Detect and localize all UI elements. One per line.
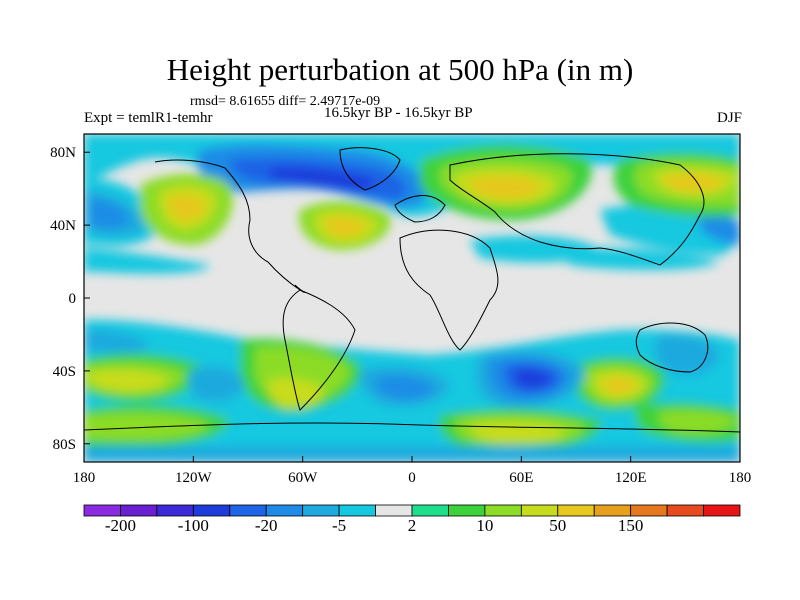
longitude-axis: 180 120W 60W 0 60E 120E 180: [73, 456, 752, 486]
colorbar-swatch: [120, 504, 158, 517]
field-region: [169, 194, 205, 221]
colorbar-swatch: [666, 504, 704, 517]
field-region: [664, 173, 722, 192]
contour-field: [84, 134, 740, 462]
lon-tick-label: 180: [729, 470, 752, 486]
coastline-australia: [635, 322, 709, 373]
colorbar-swatch: [83, 504, 121, 517]
colorbar-labels: -200 -100 -20 -5 2 10 50 150: [0, 516, 800, 538]
colorbar-swatch: [630, 504, 668, 517]
colorbar-swatch: [411, 504, 449, 517]
lon-tick-label: 60W: [288, 470, 318, 486]
colorbar-tick-label: -5: [332, 516, 347, 535]
lat-tick-label: 40S: [53, 364, 76, 380]
plot-title: Height perturbation at 500 hPa (in m): [166, 52, 634, 87]
coastline-africa: [399, 229, 499, 351]
colorbar-swatch: [375, 504, 413, 517]
lat-tick-label: 80N: [50, 145, 76, 161]
stats-line: rmsd= 8.61655 diff= 2.49717e-09: [190, 94, 381, 109]
field-region: [268, 378, 325, 408]
field-region: [654, 334, 720, 375]
colorbar-tick-label: 2: [407, 516, 417, 535]
field-region: [658, 410, 735, 434]
lat-tick-label: 40N: [50, 218, 76, 234]
season-label: DJF: [716, 110, 742, 126]
field-region: [270, 167, 374, 191]
lon-tick-label: 120E: [615, 470, 647, 486]
colorbar-tick-label: -200: [104, 516, 137, 535]
colorbar-swatch: [265, 504, 304, 517]
field-region: [470, 176, 540, 200]
colorbar-swatch: [593, 504, 632, 517]
field-region: [90, 370, 168, 392]
field-region: [700, 214, 740, 245]
lat-tick-label: 80S: [53, 437, 76, 453]
field-region: [90, 199, 130, 229]
coastline-antarctica: [84, 422, 740, 433]
field-region: [514, 369, 552, 388]
colorbar-swatch: [229, 504, 267, 517]
period-label: 16.5kyr BP - 16.5kyr BP: [324, 105, 473, 121]
colorbar-swatch: [520, 504, 559, 517]
colorbar-swatch: [302, 504, 340, 517]
field-region: [326, 217, 364, 237]
field-region: [84, 412, 210, 441]
field-region: [84, 329, 150, 354]
field-region: [188, 366, 245, 402]
lat-tick-label: 0: [69, 291, 77, 307]
field-region: [375, 375, 435, 400]
coastline-europe: [394, 195, 446, 223]
field-region: [560, 248, 720, 270]
colorbar-tick-label: 150: [617, 516, 644, 535]
field-region: [84, 248, 210, 274]
colorbar-swatch: [156, 504, 194, 517]
colorbar-tick-label: -20: [254, 516, 278, 535]
field-region: [603, 378, 636, 394]
coastline-south-america: [282, 289, 356, 411]
coastline-greenland: [339, 147, 401, 191]
colorbar-swatch: [338, 504, 376, 517]
colorbar-swatch: [484, 504, 522, 517]
experiment-label: Expt = temlR1-temhr: [84, 110, 213, 126]
lon-tick-label: 120W: [175, 470, 213, 486]
colorbar-tick-label: 10: [476, 516, 494, 535]
colorbar-swatch: [448, 504, 486, 517]
colorbar-tick-label: 50: [549, 516, 567, 535]
field-region: [84, 446, 740, 462]
colorbar-swatch: [192, 504, 231, 517]
lon-tick-label: 180: [73, 470, 96, 486]
colorbar-swatch: [703, 504, 741, 517]
latitude-axis: 80N 40N 0 40S 80S: [50, 145, 90, 453]
colorbar-tick-label: -100: [177, 516, 209, 535]
lon-tick-label: 60E: [509, 470, 533, 486]
coastline-asia: [449, 153, 705, 266]
colorbar-swatch: [557, 504, 595, 517]
colorbar: [83, 504, 741, 517]
coastlines: [84, 147, 740, 433]
lon-tick-label: 0: [408, 470, 416, 486]
